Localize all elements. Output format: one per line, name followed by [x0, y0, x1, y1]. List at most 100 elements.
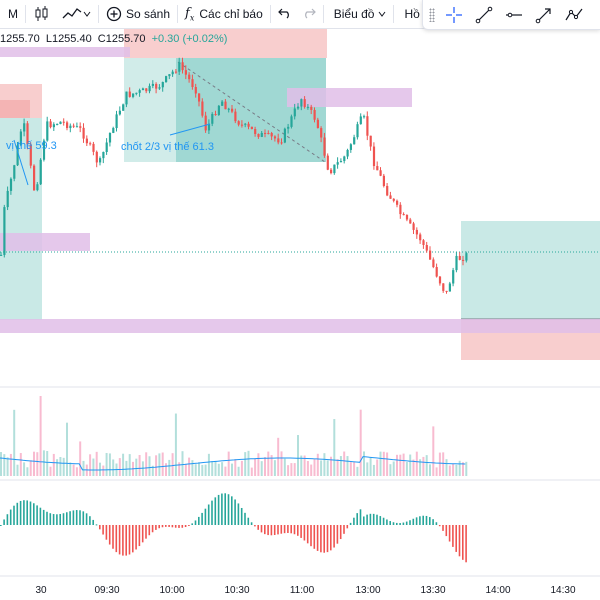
layout-button[interactable]: Biểu đồ: [326, 0, 392, 28]
volume-bar: [326, 460, 329, 476]
volume-bar: [224, 466, 227, 476]
volume-bar: [316, 453, 319, 476]
candle-body: [330, 169, 333, 174]
oscillator-bar: [204, 508, 207, 525]
candle-body: [389, 195, 392, 199]
oscillator-bar: [432, 519, 434, 525]
candle-body: [207, 123, 211, 131]
crosshair-tool[interactable]: [441, 3, 467, 27]
oscillator-bar: [260, 525, 263, 533]
volume-bar: [412, 459, 415, 476]
oscillator-bar: [125, 525, 127, 556]
annotation-left[interactable]: vị thế 59.3: [6, 140, 57, 152]
oscillator-bar: [339, 525, 342, 540]
candle-body: [19, 131, 22, 146]
candle-body: [46, 121, 49, 141]
profit-zone-left: [0, 118, 42, 320]
annotation-arrows: [13, 123, 211, 186]
drag-handle[interactable]: [429, 7, 435, 22]
oscillator-bar: [445, 525, 448, 537]
candle-body: [445, 290, 448, 292]
volume-bar: [105, 452, 108, 476]
time-label: 13:00: [355, 585, 380, 596]
candle-body: [237, 121, 240, 125]
volume-bar: [303, 455, 306, 476]
candle-body: [280, 142, 283, 144]
time-label: 10:00: [159, 585, 184, 596]
oscillator-bar: [46, 511, 48, 525]
candle-body: [290, 116, 293, 127]
loss-zone-mid: [124, 28, 327, 58]
volume-bar: [237, 466, 240, 476]
oscillator-bar: [23, 500, 25, 525]
volume-bar: [6, 457, 9, 476]
oscillator-bar: [349, 522, 352, 525]
candle-body: [432, 259, 435, 268]
volume-bar: [29, 460, 32, 476]
line-style-button[interactable]: [56, 0, 96, 28]
oscillator-bar: [211, 500, 213, 525]
arrow-tool[interactable]: [531, 3, 557, 27]
candle-body: [135, 92, 138, 94]
volume-bar: [234, 459, 237, 476]
oscillator-bar: [89, 516, 91, 525]
time-label: 14:30: [550, 585, 575, 596]
candle-body: [438, 276, 442, 284]
oscillator-bar: [330, 525, 332, 551]
level-bands: [0, 47, 600, 333]
undo-button[interactable]: [273, 0, 297, 28]
volume-bar: [445, 459, 448, 476]
compare-label: So sánh: [126, 7, 171, 21]
volume-bar: [244, 452, 247, 476]
volume-bar: [62, 457, 65, 476]
candle-body: [168, 74, 171, 77]
oscillator-bar: [141, 525, 144, 543]
oscillator-bar: [171, 525, 174, 528]
volume-bar: [49, 466, 52, 476]
path-tool[interactable]: [561, 3, 587, 27]
oscillator-bar: [465, 525, 467, 563]
candle-body: [158, 87, 161, 89]
candle-body: [26, 123, 29, 145]
candle-body: [155, 83, 158, 89]
volume-bar: [52, 453, 55, 476]
candle-body: [191, 79, 194, 88]
oscillator-bar: [303, 525, 306, 541]
candle-body: [89, 143, 92, 145]
oscillator-bar: [300, 525, 302, 538]
compare-button[interactable]: So sánh: [101, 0, 175, 28]
candle-body: [102, 151, 105, 159]
oscillator-bar: [181, 525, 184, 528]
legend-low: L1255.40: [45, 33, 92, 45]
volume-bar: [399, 454, 402, 476]
trend-line-icon: [475, 6, 493, 23]
redo-button[interactable]: [297, 0, 321, 28]
oscillator-bar: [9, 509, 12, 525]
annotation-mid[interactable]: chốt 2/3 vị thế 61.3: [121, 141, 214, 153]
oscillator-bar: [128, 525, 131, 555]
candle-body: [184, 70, 187, 75]
volume-bar: [174, 413, 177, 476]
interval-button[interactable]: M: [0, 0, 23, 28]
trend-line-tool[interactable]: [471, 3, 497, 27]
candle-body: [79, 126, 82, 128]
volume-bar: [247, 450, 250, 476]
time-axis: 30 09:30 10:00 10:30 11:00 13:00 13:30 1…: [35, 585, 576, 596]
volume-bar: [465, 461, 468, 476]
indicators-button[interactable]: fx Các chỉ báo: [180, 0, 268, 28]
candle-body: [297, 106, 300, 109]
chevron-down-icon: [379, 11, 386, 17]
volume-bar: [33, 451, 35, 476]
volume-bar: [82, 460, 85, 476]
volume-bar: [89, 454, 92, 476]
oscillator-bar: [270, 525, 273, 536]
volume-bar: [359, 409, 362, 476]
horizontal-ray-tool[interactable]: [501, 3, 527, 27]
candle-body: [214, 114, 217, 116]
oscillator-bar: [244, 512, 246, 525]
fx-icon: fx: [185, 5, 195, 23]
candle-body: [42, 140, 46, 160]
candle-style-button[interactable]: [28, 0, 56, 28]
candle-body: [62, 121, 65, 123]
